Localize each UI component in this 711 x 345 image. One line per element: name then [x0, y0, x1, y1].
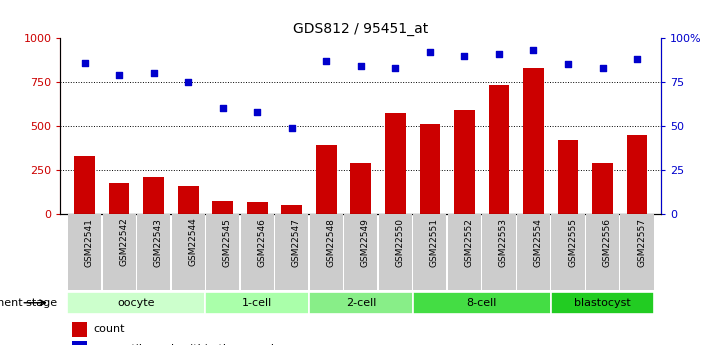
- Text: GSM22550: GSM22550: [395, 218, 405, 267]
- Text: 8-cell: 8-cell: [466, 298, 497, 308]
- Bar: [316, 145, 337, 214]
- FancyBboxPatch shape: [379, 214, 412, 290]
- Text: GSM22549: GSM22549: [361, 218, 370, 267]
- Point: [631, 56, 643, 62]
- FancyBboxPatch shape: [206, 214, 240, 290]
- Bar: [282, 205, 302, 214]
- FancyBboxPatch shape: [586, 214, 619, 290]
- Text: GSM22551: GSM22551: [430, 218, 439, 267]
- Text: GSM22545: GSM22545: [223, 218, 232, 267]
- Point: [459, 53, 470, 58]
- FancyBboxPatch shape: [275, 214, 309, 290]
- Text: GSM22541: GSM22541: [85, 218, 94, 267]
- Bar: [144, 177, 164, 214]
- Text: percentile rank within the sample: percentile rank within the sample: [93, 344, 282, 345]
- Bar: [454, 110, 475, 214]
- Point: [286, 125, 297, 130]
- Point: [390, 65, 401, 71]
- Text: 2-cell: 2-cell: [346, 298, 376, 308]
- Point: [183, 79, 194, 85]
- FancyBboxPatch shape: [621, 214, 653, 290]
- Text: 1-cell: 1-cell: [242, 298, 272, 308]
- Text: GSM22542: GSM22542: [119, 218, 128, 266]
- Text: GSM22552: GSM22552: [464, 218, 474, 267]
- FancyBboxPatch shape: [137, 214, 170, 290]
- Bar: [488, 86, 509, 214]
- Bar: [74, 156, 95, 214]
- FancyBboxPatch shape: [102, 214, 136, 290]
- Text: GSM22546: GSM22546: [257, 218, 266, 267]
- Text: oocyte: oocyte: [117, 298, 155, 308]
- Point: [114, 72, 125, 78]
- Text: count: count: [93, 324, 125, 334]
- Bar: [523, 68, 544, 214]
- Bar: [213, 201, 233, 214]
- Point: [493, 51, 505, 57]
- FancyBboxPatch shape: [344, 214, 378, 290]
- Bar: [68, 292, 205, 314]
- Point: [562, 61, 574, 67]
- Point: [356, 63, 367, 69]
- FancyBboxPatch shape: [552, 214, 584, 290]
- Text: GSM22547: GSM22547: [292, 218, 301, 267]
- Point: [217, 106, 228, 111]
- FancyBboxPatch shape: [310, 214, 343, 290]
- FancyBboxPatch shape: [413, 214, 447, 290]
- Text: GSM22553: GSM22553: [499, 218, 508, 267]
- Bar: [73, 341, 87, 345]
- Bar: [551, 292, 654, 314]
- FancyBboxPatch shape: [68, 214, 101, 290]
- Text: GSM22548: GSM22548: [326, 218, 336, 267]
- FancyBboxPatch shape: [240, 214, 274, 290]
- Bar: [557, 140, 578, 214]
- Text: GSM22543: GSM22543: [154, 218, 163, 267]
- Text: blastocyst: blastocyst: [574, 298, 631, 308]
- Bar: [205, 292, 309, 314]
- FancyBboxPatch shape: [517, 214, 550, 290]
- Bar: [247, 201, 267, 214]
- Text: development stage: development stage: [0, 298, 57, 308]
- Bar: [109, 183, 129, 214]
- Bar: [385, 113, 406, 214]
- Point: [597, 65, 608, 71]
- Text: GSM22556: GSM22556: [602, 218, 611, 267]
- FancyBboxPatch shape: [171, 214, 205, 290]
- Title: GDS812 / 95451_at: GDS812 / 95451_at: [293, 21, 429, 36]
- Bar: [309, 292, 412, 314]
- Bar: [592, 163, 613, 214]
- Point: [79, 60, 90, 65]
- FancyBboxPatch shape: [482, 214, 515, 290]
- Bar: [412, 292, 551, 314]
- Point: [252, 109, 263, 115]
- Bar: [351, 163, 371, 214]
- Bar: [178, 186, 198, 214]
- Text: GSM22544: GSM22544: [188, 218, 197, 266]
- Point: [148, 70, 159, 76]
- Bar: [419, 124, 440, 214]
- Text: GSM22554: GSM22554: [533, 218, 542, 267]
- Point: [528, 48, 539, 53]
- Bar: [626, 135, 648, 214]
- Text: GSM22557: GSM22557: [637, 218, 646, 267]
- Text: GSM22555: GSM22555: [568, 218, 577, 267]
- Bar: [73, 322, 87, 337]
- Point: [424, 49, 436, 55]
- Point: [321, 58, 332, 63]
- FancyBboxPatch shape: [448, 214, 481, 290]
